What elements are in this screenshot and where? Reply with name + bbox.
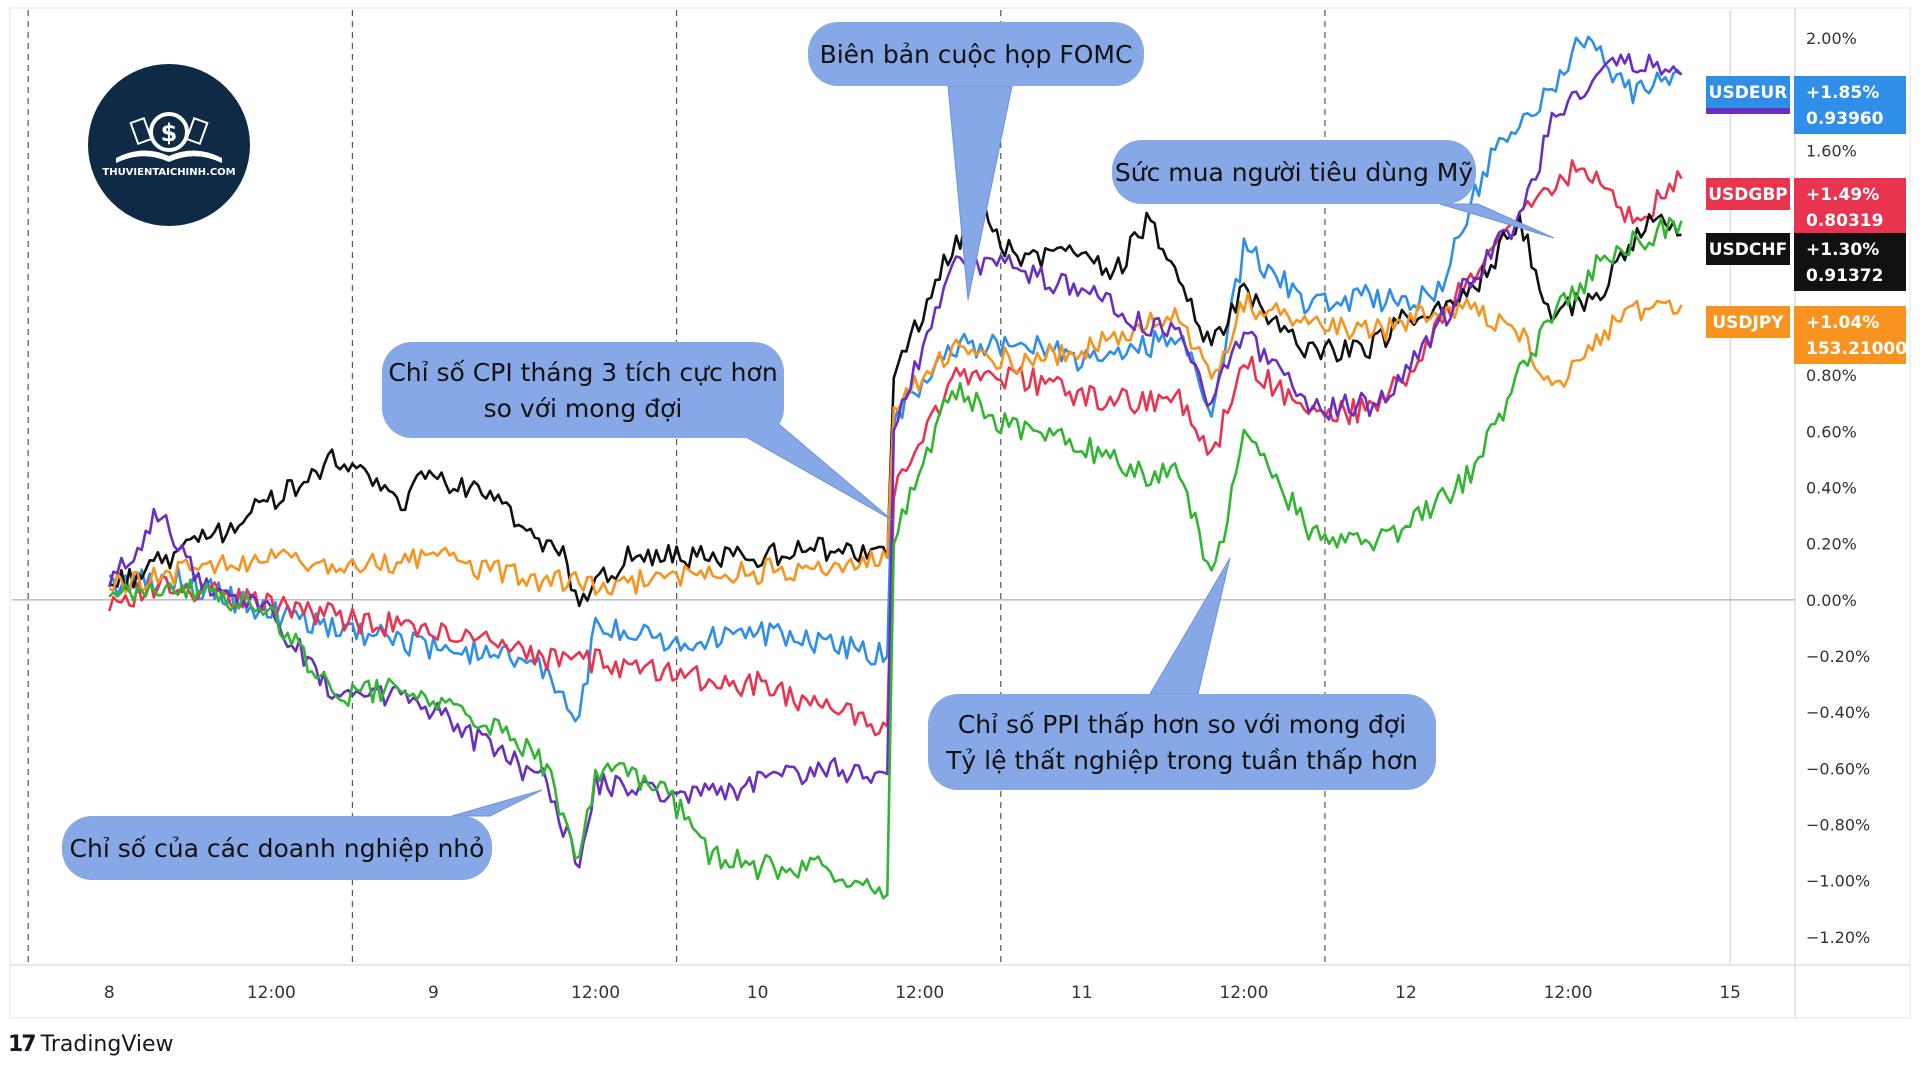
series-line-usdchf [109, 202, 1682, 608]
book-dollar-icon: $ [116, 112, 222, 163]
badge-price: 0.91372 [1806, 266, 1883, 286]
badge-change: +1.85% [1806, 83, 1879, 103]
callout-2: Sức mua người tiêu dùng Mỹ [1112, 140, 1555, 239]
badge-usdjpy: USDJPY +1.04% 153.21000 [1706, 306, 1907, 364]
x-tick-label: 8 [104, 983, 115, 1003]
y-tick-label: 0.80% [1806, 366, 1857, 385]
series-line-unnamed-5 [108, 216, 1683, 900]
callout-bubble [62, 816, 492, 880]
badge-symbol: USDGBP [1708, 185, 1788, 205]
badge-symbol-box [1706, 76, 1790, 108]
y-tick-label: 0.00% [1806, 591, 1857, 610]
badge-price: 0.80319 [1806, 211, 1883, 231]
logo-text: THUVIENTAICHINH.COM [102, 167, 236, 178]
y-tick-label: −0.20% [1806, 647, 1870, 666]
badge-symbol-box [1706, 233, 1790, 265]
y-tick-label: 0.20% [1806, 535, 1857, 554]
badge-symbol: USDCHF [1709, 240, 1787, 260]
series-line-usdjpy [108, 291, 1683, 596]
x-tick-label: 9 [428, 983, 439, 1003]
callout-bubble [382, 342, 784, 438]
callout-1: Biên bản cuộc họp FOMC [808, 22, 1144, 301]
x-tick-label: 12 [1395, 983, 1417, 1003]
badge-price: 0.93960 [1806, 109, 1884, 129]
y-tick-label: −0.80% [1806, 816, 1870, 835]
callout-text: Chỉ số PPI thấp hơn so với mong đợi [958, 710, 1406, 739]
x-tick-label: 15 [1719, 983, 1741, 1003]
x-tick-label: 12:00 [1219, 983, 1268, 1003]
y-tick-label: −1.00% [1806, 872, 1870, 891]
callout-text: Tỷ lệ thất nghiệp trong tuần thấp hơn [945, 746, 1418, 775]
y-tick-label: 0.40% [1806, 479, 1857, 498]
badge-symbol-box [1706, 178, 1790, 210]
badge-usdchf: USDCHF +1.30% 0.91372 [1706, 233, 1906, 291]
brand-logo: $ THUVIENTAICHINH.COM [88, 64, 250, 226]
badge-change: +1.30% [1806, 240, 1879, 260]
x-tick-label: 11 [1071, 983, 1093, 1003]
x-tick-label: 10 [747, 983, 769, 1003]
y-tick-label: 0.60% [1806, 422, 1857, 441]
y-tick-label: −0.40% [1806, 703, 1870, 722]
badge-usdgbp: USDGBP +1.49% 0.80319 [1706, 178, 1906, 236]
callout-text: Chỉ số CPI tháng 3 tích cực hơn [388, 358, 777, 387]
chart-frame [9, 7, 1911, 1019]
x-tick-label: 12:00 [571, 983, 620, 1003]
series-line-usdeur [108, 35, 1683, 723]
badge-symbol: USDJPY [1712, 313, 1784, 333]
callout-pointer [451, 789, 543, 817]
callout-3: Chỉ số CPI tháng 3 tích cực hơn so với mo… [382, 342, 893, 521]
y-tick-label: −0.60% [1806, 759, 1870, 778]
badge-usdeur: USDEUR +1.85% 0.93960 [1706, 76, 1906, 134]
callout-pointer [1149, 557, 1231, 695]
badge-value-box [1794, 76, 1906, 134]
callout-pointer [1439, 203, 1555, 239]
y-tick-label: −1.20% [1806, 928, 1870, 947]
tradingview-label: TradingView [40, 1032, 174, 1057]
callout-bubble [928, 694, 1436, 790]
callout-text: Chỉ số của các doanh nghiệp nhỏ [70, 834, 485, 863]
x-tick-label: 12:00 [895, 983, 944, 1003]
callout-text: so với mong đợi [484, 394, 683, 423]
badge-value-box [1794, 306, 1906, 364]
callout-bubble [808, 22, 1144, 86]
tradingview-icon: 17 [8, 1032, 37, 1057]
series-line-usdgbp [108, 159, 1683, 737]
callout-bubble [1112, 140, 1476, 204]
badge-change: +1.49% [1806, 185, 1879, 205]
badge-symbol-box [1706, 306, 1790, 338]
badge-underline [1706, 108, 1790, 114]
x-tick-label: 12:00 [247, 983, 296, 1003]
callout-text: Sức mua người tiêu dùng Mỹ [1115, 158, 1473, 187]
badge-price: 153.21000 [1806, 339, 1907, 359]
badge-change: +1.04% [1806, 313, 1879, 333]
y-tick-label: 2.00% [1806, 29, 1857, 48]
y-tick-label: 1.60% [1806, 141, 1857, 160]
x-tick-label: 12:00 [1544, 983, 1593, 1003]
tradingview-brand[interactable]: 17 TradingView [8, 1032, 174, 1057]
badge-value-box [1794, 233, 1906, 291]
callout-5: Chỉ số của các doanh nghiệp nhỏ [62, 789, 543, 880]
badge-symbol: USDEUR [1709, 83, 1788, 103]
badge-value-box [1794, 178, 1906, 236]
svg-text:$: $ [161, 119, 178, 147]
callout-4: Chỉ số PPI thấp hơn so với mong đợi Tỷ lệ… [928, 557, 1436, 790]
callout-text: Biên bản cuộc họp FOMC [820, 40, 1133, 69]
